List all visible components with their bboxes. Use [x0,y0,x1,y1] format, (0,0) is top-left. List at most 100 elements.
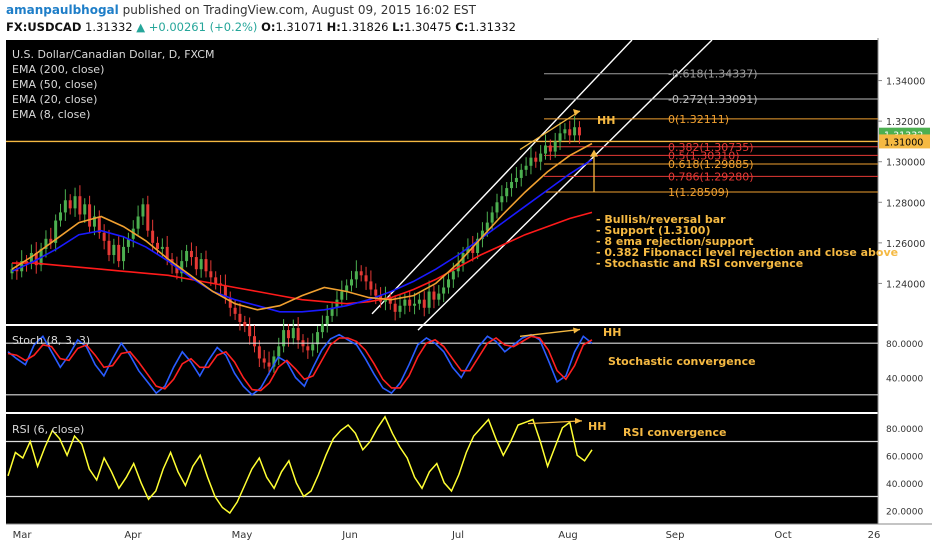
candle-body[interactable] [476,238,480,253]
candle-body[interactable] [451,271,455,280]
rsi-line[interactable] [7,415,593,515]
candle-body[interactable] [388,297,392,304]
candle-body[interactable] [340,291,344,300]
candle-body[interactable] [151,230,155,243]
candle-body[interactable] [185,250,189,262]
candle-body[interactable] [577,127,581,136]
candle-body[interactable] [223,285,227,298]
candle-body[interactable] [403,299,407,306]
candle-body[interactable] [374,289,378,296]
candle-body[interactable] [408,299,412,306]
candle-body[interactable] [437,293,441,300]
candle-body[interactable] [442,287,446,294]
candle-body[interactable] [25,261,29,264]
candle-body[interactable] [291,328,295,339]
candle-body[interactable] [63,200,67,213]
candle-body[interactable] [306,346,310,351]
candle-body[interactable] [54,220,58,243]
candle-body[interactable] [485,222,489,231]
stochastic-pane[interactable] [6,326,878,412]
candle-body[interactable] [83,204,87,215]
candle-body[interactable] [277,346,281,357]
candle-body[interactable] [539,153,543,162]
candle-body[interactable] [505,188,509,197]
candle-body[interactable] [97,216,101,233]
candle-body[interactable] [282,330,286,347]
candle-body[interactable] [92,216,96,227]
candle-body[interactable] [495,202,499,213]
candle-body[interactable] [534,157,538,162]
candle-body[interactable] [558,133,562,142]
candle-body[interactable] [73,196,77,209]
candle-body[interactable] [78,196,82,215]
candle-body[interactable] [432,291,436,300]
candle-body[interactable] [34,253,38,266]
legend-ema8[interactable]: EMA (8, close) [12,108,91,121]
candle-body[interactable] [49,238,53,243]
candle-body[interactable] [141,204,145,217]
candle-body[interactable] [553,141,557,152]
rsi-label[interactable]: RSI (6, close) [12,423,85,436]
candle-body[interactable] [500,196,504,203]
candle-body[interactable] [233,307,237,314]
candle-body[interactable] [272,356,276,367]
candle-body[interactable] [238,313,242,322]
candle-body[interactable] [194,257,198,270]
candle-body[interactable] [320,324,324,333]
candle-body[interactable] [335,299,339,308]
candle-body[interactable] [59,212,62,221]
legend-ema200[interactable]: EMA (200, close) [12,63,105,76]
candle-body[interactable] [524,165,528,170]
candle-body[interactable] [44,238,48,249]
candle-body[interactable] [117,244,121,262]
candle-body[interactable] [413,303,417,306]
candle-body[interactable] [359,271,363,276]
candle-body[interactable] [398,305,402,312]
candle-body[interactable] [122,246,126,262]
candle-body[interactable] [393,303,397,312]
candle-body[interactable] [15,269,19,272]
candle-body[interactable] [286,330,290,339]
candle-body[interactable] [466,246,470,253]
candle-body[interactable] [253,336,256,347]
candle-body[interactable] [107,240,111,256]
candle-body[interactable] [243,321,247,327]
author-link[interactable]: amanpaulbhogal [6,3,119,17]
candle-body[interactable] [354,271,358,280]
candle-body[interactable] [480,230,484,239]
candle-body[interactable] [345,285,349,292]
candle-body[interactable] [68,200,72,209]
candle-body[interactable] [447,279,450,288]
candle-body[interactable] [88,204,92,227]
candle-body[interactable] [568,129,572,136]
lower-channel-line[interactable] [417,39,713,331]
candle-body[interactable] [126,238,130,247]
candle-body[interactable] [364,275,368,282]
candle-body[interactable] [156,242,159,249]
ema200-line[interactable] [12,211,593,305]
rsi-pane[interactable] [6,414,878,524]
candle-body[interactable] [330,307,334,316]
candle-body[interactable] [519,169,523,178]
candle-body[interactable] [204,259,208,272]
stoch-k-line[interactable] [7,333,593,396]
candle-body[interactable] [316,332,320,345]
candle-body[interactable] [325,315,329,324]
legend-ema20[interactable]: EMA (20, close) [12,93,98,106]
ema20-line[interactable] [11,142,593,311]
candle-body[interactable] [189,250,193,258]
candle-body[interactable] [369,281,373,290]
candle-body[interactable] [146,204,150,231]
candle-body[interactable] [490,212,494,223]
candle-body[interactable] [427,291,431,308]
candle-body[interactable] [296,328,300,341]
stoch-d-line[interactable] [7,335,593,392]
candle-body[interactable] [417,299,421,304]
candle-body[interactable] [544,145,547,154]
candle-body[interactable] [510,182,514,189]
candle-body[interactable] [136,216,140,229]
candle-body[interactable] [422,299,426,308]
candle-body[interactable] [175,265,179,274]
symbol[interactable]: FX:USDCAD [6,20,82,34]
candle-body[interactable] [573,127,577,136]
